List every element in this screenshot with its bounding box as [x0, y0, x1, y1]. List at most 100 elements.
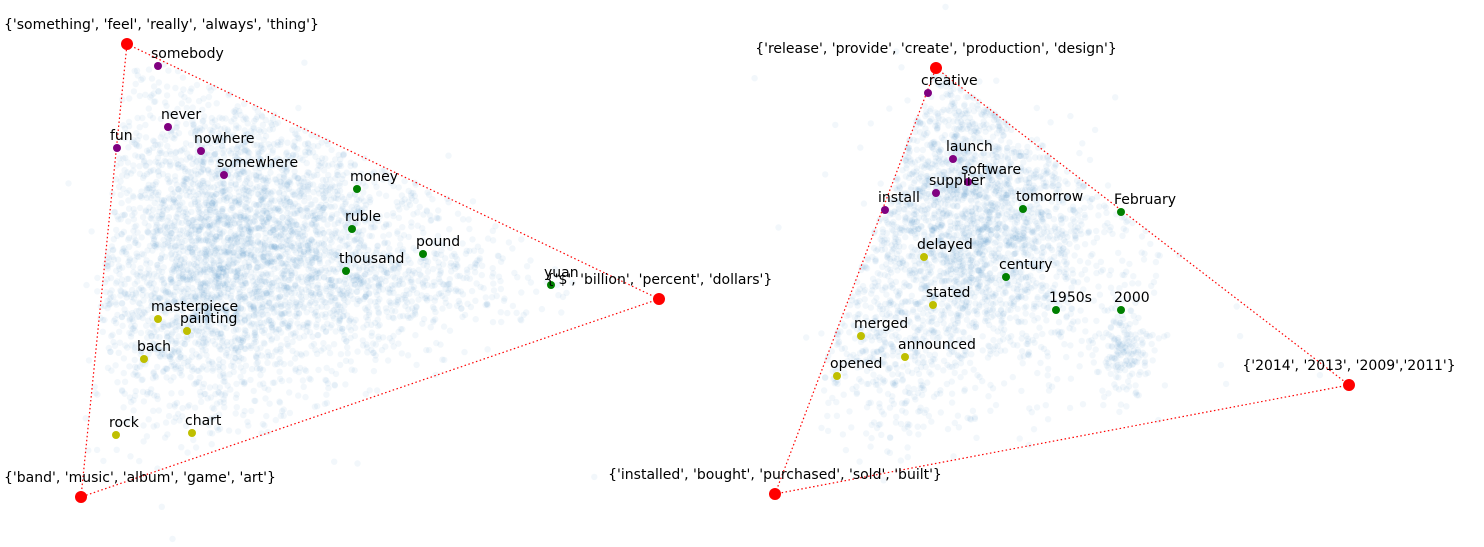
cloud-point [229, 277, 237, 285]
cloud-point [153, 221, 161, 228]
cloud-point [154, 363, 161, 371]
cloud-point [363, 307, 370, 314]
cloud-point [304, 205, 311, 212]
cloud-point [130, 162, 137, 169]
cloud-point [228, 243, 235, 250]
cloud-point [125, 234, 133, 242]
cloud-point [220, 265, 228, 273]
cloud-point [118, 300, 126, 307]
cloud-point [371, 217, 378, 225]
cloud-point [242, 272, 250, 280]
cloud-point [313, 321, 320, 328]
cloud-point [255, 224, 263, 231]
cloud-point [169, 358, 176, 366]
cloud-point [410, 211, 417, 218]
cloud-point [214, 284, 222, 291]
cloud-point [328, 239, 335, 246]
cloud-point [175, 410, 182, 418]
cloud-point [218, 256, 225, 264]
cloud-point [489, 237, 497, 244]
cloud-point [336, 261, 343, 268]
cloud-point [234, 251, 241, 258]
cloud-point [308, 132, 315, 139]
cloud-point [314, 284, 321, 292]
cloud-point [141, 172, 148, 179]
cloud-point [301, 235, 308, 243]
cloud-point [403, 204, 410, 211]
word-label: never [161, 107, 201, 123]
cloud-point [219, 178, 226, 185]
cloud-point [264, 219, 271, 226]
point-cloud-right [751, 3, 1324, 484]
cloud-point [125, 258, 132, 266]
cloud-point [188, 179, 195, 186]
cloud-point [198, 216, 205, 223]
cloud-point [327, 215, 334, 222]
cloud-point [190, 155, 197, 162]
cloud-point [185, 220, 192, 227]
cloud-point [284, 139, 291, 146]
cloud-point [308, 237, 316, 244]
cloud-point [136, 132, 143, 140]
cloud-point [299, 377, 307, 384]
cloud-point [380, 268, 388, 275]
cloud-point [1034, 369, 1041, 377]
cloud-point [131, 280, 139, 288]
cloud-point [234, 347, 242, 354]
cloud-point [131, 209, 138, 216]
cloud-point [495, 253, 502, 260]
cloud-point [224, 222, 231, 229]
cloud-point [126, 95, 133, 102]
cloud-point [232, 410, 239, 417]
cloud-point [163, 365, 171, 373]
cloud-point [342, 381, 349, 388]
cloud-point [133, 67, 141, 74]
cloud-point [118, 276, 126, 283]
cloud-point [286, 409, 294, 417]
cloud-point [293, 221, 300, 228]
cloud-point [210, 151, 217, 158]
cloud-point [273, 220, 281, 227]
cloud-point [259, 303, 266, 310]
cloud-point [308, 289, 315, 296]
cloud-point [857, 144, 864, 151]
cloud-point [122, 342, 129, 349]
cloud-point [332, 328, 339, 335]
vertex-label: {'$', 'billion', 'percent', 'dollars'} [546, 272, 773, 288]
cloud-point [226, 371, 233, 378]
cloud-point [187, 173, 194, 180]
cloud-point [265, 277, 272, 284]
cloud-point [132, 239, 139, 246]
cloud-point [106, 301, 114, 308]
cloud-point [268, 286, 276, 293]
cloud-point [236, 290, 243, 297]
cloud-point [332, 268, 339, 276]
cloud-point [424, 189, 431, 196]
cloud-point [384, 357, 392, 364]
cloud-point [235, 294, 242, 301]
cloud-point [203, 213, 210, 220]
cloud-point [424, 281, 431, 289]
cloud-point [1019, 360, 1026, 367]
cloud-point [224, 290, 231, 297]
cloud-point [111, 209, 118, 216]
cloud-point [126, 394, 134, 401]
cloud-point [312, 215, 319, 222]
cloud-point [327, 290, 334, 298]
cloud-point [990, 336, 997, 344]
cloud-point [378, 346, 386, 354]
cloud-point [216, 226, 223, 234]
cloud-point [238, 238, 245, 245]
cloud-point [187, 374, 194, 381]
cloud-point [204, 235, 211, 242]
cloud-point [268, 321, 275, 329]
cloud-point [400, 291, 407, 299]
cloud-point [272, 348, 279, 355]
cloud-point [119, 96, 126, 103]
cloud-point [276, 399, 284, 406]
cloud-point [435, 207, 442, 214]
cloud-point [310, 143, 317, 150]
cloud-point [304, 280, 311, 287]
cloud-point [308, 220, 315, 227]
